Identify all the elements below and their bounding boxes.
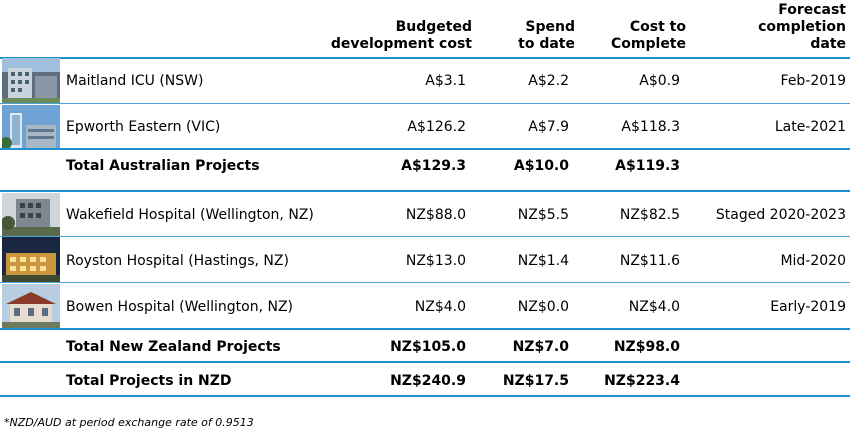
header-spend-to-date: Spend to date [518,19,575,53]
row-rule [0,282,850,283]
bowen-photo [2,284,60,329]
row-rule [0,395,850,397]
project-name: Total New Zealand Projects [66,339,281,355]
header-line: development cost [330,36,472,52]
spend-cell: NZ$7.0 [512,339,569,355]
row-rule [0,236,850,237]
project-name: Epworth Eastern (VIC) [66,119,221,135]
header-line: Cost to [629,19,686,35]
budget-cell: NZ$13.0 [405,253,466,269]
royston-photo [2,237,60,282]
row-rule [0,328,850,330]
cost-cell: A$119.3 [615,158,680,174]
project-name: Wakefield Hospital (Wellington, NZ) [66,207,314,223]
header-forecast-completion-date: Forecast completion date [758,2,846,53]
date-cell: Feb-2019 [780,73,846,89]
date-cell: Mid-2020 [780,253,846,269]
spend-cell: NZ$17.5 [502,373,569,389]
row-rule [0,190,850,192]
wakefield-photo [2,193,60,236]
cost-cell: A$118.3 [621,119,680,135]
row-rule [0,148,850,150]
maitland-photo [2,58,60,103]
budget-cell: NZ$105.0 [390,339,466,355]
header-line: Complete [611,36,686,52]
budget-cell: NZ$240.9 [390,373,466,389]
spend-cell: A$7.9 [528,119,569,135]
cost-cell: NZ$98.0 [613,339,680,355]
header-line: Budgeted [395,19,472,35]
budget-cell: NZ$4.0 [414,299,466,315]
header-line: completion [758,19,846,35]
project-name: Total Australian Projects [66,158,260,174]
budget-cell: NZ$88.0 [405,207,466,223]
budget-cell: A$3.1 [425,73,466,89]
header-budgeted-development-cost: Budgeted development cost [331,19,472,53]
spend-cell: A$2.2 [528,73,569,89]
cost-cell: NZ$4.0 [628,299,680,315]
spend-cell: NZ$1.4 [517,253,569,269]
header-rule [0,57,850,59]
header-cost-to-complete: Cost to Complete [611,19,686,53]
project-name: Bowen Hospital (Wellington, NZ) [66,299,294,315]
spend-cell: NZ$5.5 [517,207,569,223]
header-line: to date [518,36,575,52]
cost-cell: NZ$223.4 [604,373,680,389]
header-line: Forecast [778,2,846,18]
header-line: date [810,36,846,52]
row-rule [0,103,850,104]
project-name: Total Projects in NZD [66,373,232,389]
row-rule [0,361,850,363]
footnote: *NZD/AUD at period exchange rate of 0.95… [4,416,254,429]
budget-cell: A$129.3 [401,158,466,174]
spend-cell: A$10.0 [513,158,569,174]
header-line: Spend [525,19,575,35]
cost-cell: NZ$11.6 [619,253,680,269]
project-name: Royston Hospital (Hastings, NZ) [66,253,289,269]
date-cell: Staged 2020-2023 [715,207,846,223]
cost-cell: A$0.9 [639,73,680,89]
date-cell: Late-2021 [774,119,846,135]
budget-cell: A$126.2 [407,119,466,135]
project-name: Maitland ICU (NSW) [66,73,204,89]
epworth-photo [2,105,60,148]
cost-cell: NZ$82.5 [619,207,680,223]
date-cell: Early-2019 [770,299,846,315]
spend-cell: NZ$0.0 [517,299,569,315]
